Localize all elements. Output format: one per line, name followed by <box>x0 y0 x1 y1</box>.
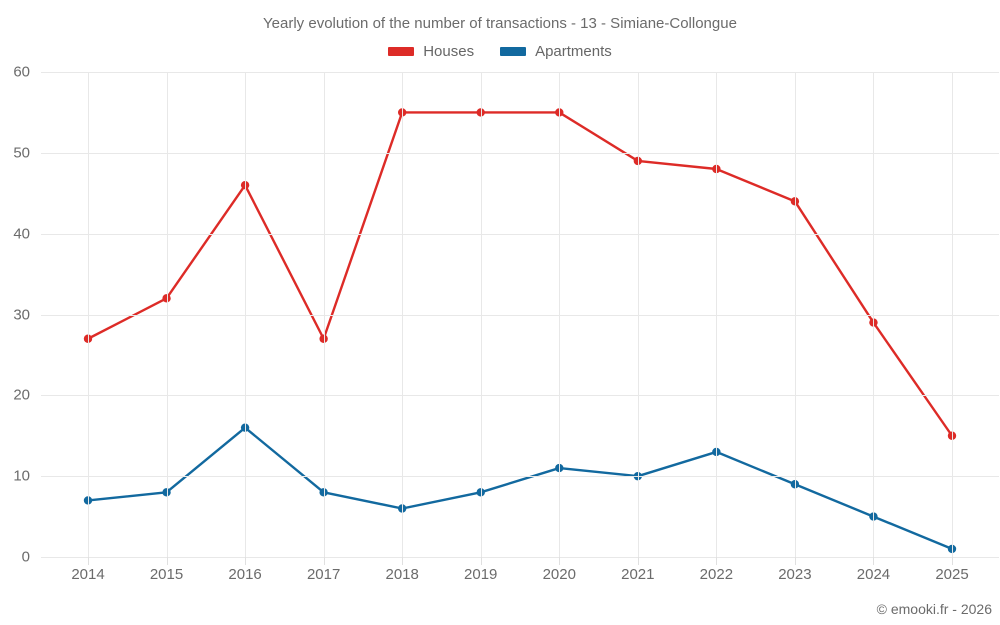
gridline-vertical <box>402 72 404 557</box>
y-axis-tick-label: 0 <box>21 548 30 566</box>
x-axis-tick <box>166 557 168 565</box>
x-axis-tick-label: 2022 <box>699 566 734 583</box>
x-axis-tick <box>245 557 247 565</box>
x-axis-labels: 2014 2015 2016 2017 2018 2019 2020 2021 2022 2023… <box>0 566 1000 588</box>
gridline-vertical <box>88 72 89 557</box>
legend-label: Houses <box>423 43 475 60</box>
gridline-vertical <box>166 72 168 557</box>
series-line <box>86 111 954 437</box>
gridline-vertical <box>480 72 482 557</box>
footer-credit: © emooki.fr - 2026 <box>876 601 992 617</box>
gridline-vertical <box>559 72 561 557</box>
gridline-horizontal <box>41 72 999 73</box>
y-axis-tick-label: 60 <box>13 63 30 81</box>
legend-label: Apartments <box>535 43 612 60</box>
chart-legend: Houses Apartments <box>0 44 1000 59</box>
x-axis-tick-label: 2021 <box>621 566 655 583</box>
x-axis-tick-label: 2018 <box>385 566 419 583</box>
gridline-vertical <box>952 72 953 557</box>
gridline-vertical <box>637 72 639 557</box>
y-axis-tick-label: 40 <box>13 225 30 243</box>
gridline-vertical <box>323 72 325 557</box>
x-axis-tick <box>794 557 796 565</box>
plot-area <box>41 72 999 565</box>
x-axis-tick <box>873 557 875 565</box>
gridline-horizontal <box>41 233 999 235</box>
x-axis-tick-label: 2014 <box>71 566 105 583</box>
x-axis-tick-label: 2020 <box>542 566 576 583</box>
chart-title: Yearly evolution of the number of transa… <box>263 15 737 32</box>
gridline-horizontal <box>41 314 999 316</box>
x-axis-tick-label: 2025 <box>935 566 969 583</box>
gridline-horizontal <box>41 557 999 558</box>
x-axis-tick-label: 2016 <box>228 566 262 583</box>
y-axis-tick-label: 20 <box>13 386 30 404</box>
y-axis-labels: 0 10 20 30 40 50 60 <box>0 64 1000 566</box>
legend-swatch-icon <box>500 47 527 56</box>
x-axis-tick <box>952 557 953 565</box>
x-axis-tick <box>88 557 89 565</box>
x-axis-tick <box>559 557 561 565</box>
x-axis-tick-label: 2017 <box>306 566 341 583</box>
y-axis-tick-label: 50 <box>13 144 30 162</box>
legend-item[interactable]: Houses <box>388 44 474 59</box>
x-axis-tick <box>323 557 325 565</box>
x-axis-tick-label: 2024 <box>856 566 891 583</box>
gridline-horizontal <box>41 395 999 397</box>
gridline-vertical <box>716 72 718 557</box>
y-axis-tick-label: 10 <box>13 467 30 485</box>
y-axis-tick-label: 30 <box>13 306 30 323</box>
gridline-vertical <box>873 72 875 557</box>
gridline-horizontal <box>41 152 999 154</box>
gridline-vertical <box>794 72 796 557</box>
x-axis-tick <box>402 557 404 565</box>
legend-item[interactable]: Apartments <box>500 44 612 59</box>
x-axis-tick <box>637 557 639 565</box>
gridline-vertical <box>245 72 247 557</box>
series-line <box>86 426 954 551</box>
legend-swatch-icon <box>388 47 415 56</box>
x-axis-tick <box>716 557 718 565</box>
gridline-horizontal <box>41 476 999 478</box>
x-axis-tick-label: 2015 <box>149 566 184 583</box>
x-axis-tick-label: 2019 <box>464 566 498 583</box>
x-axis-tick-label: 2023 <box>778 566 812 583</box>
x-axis-tick <box>480 557 482 565</box>
